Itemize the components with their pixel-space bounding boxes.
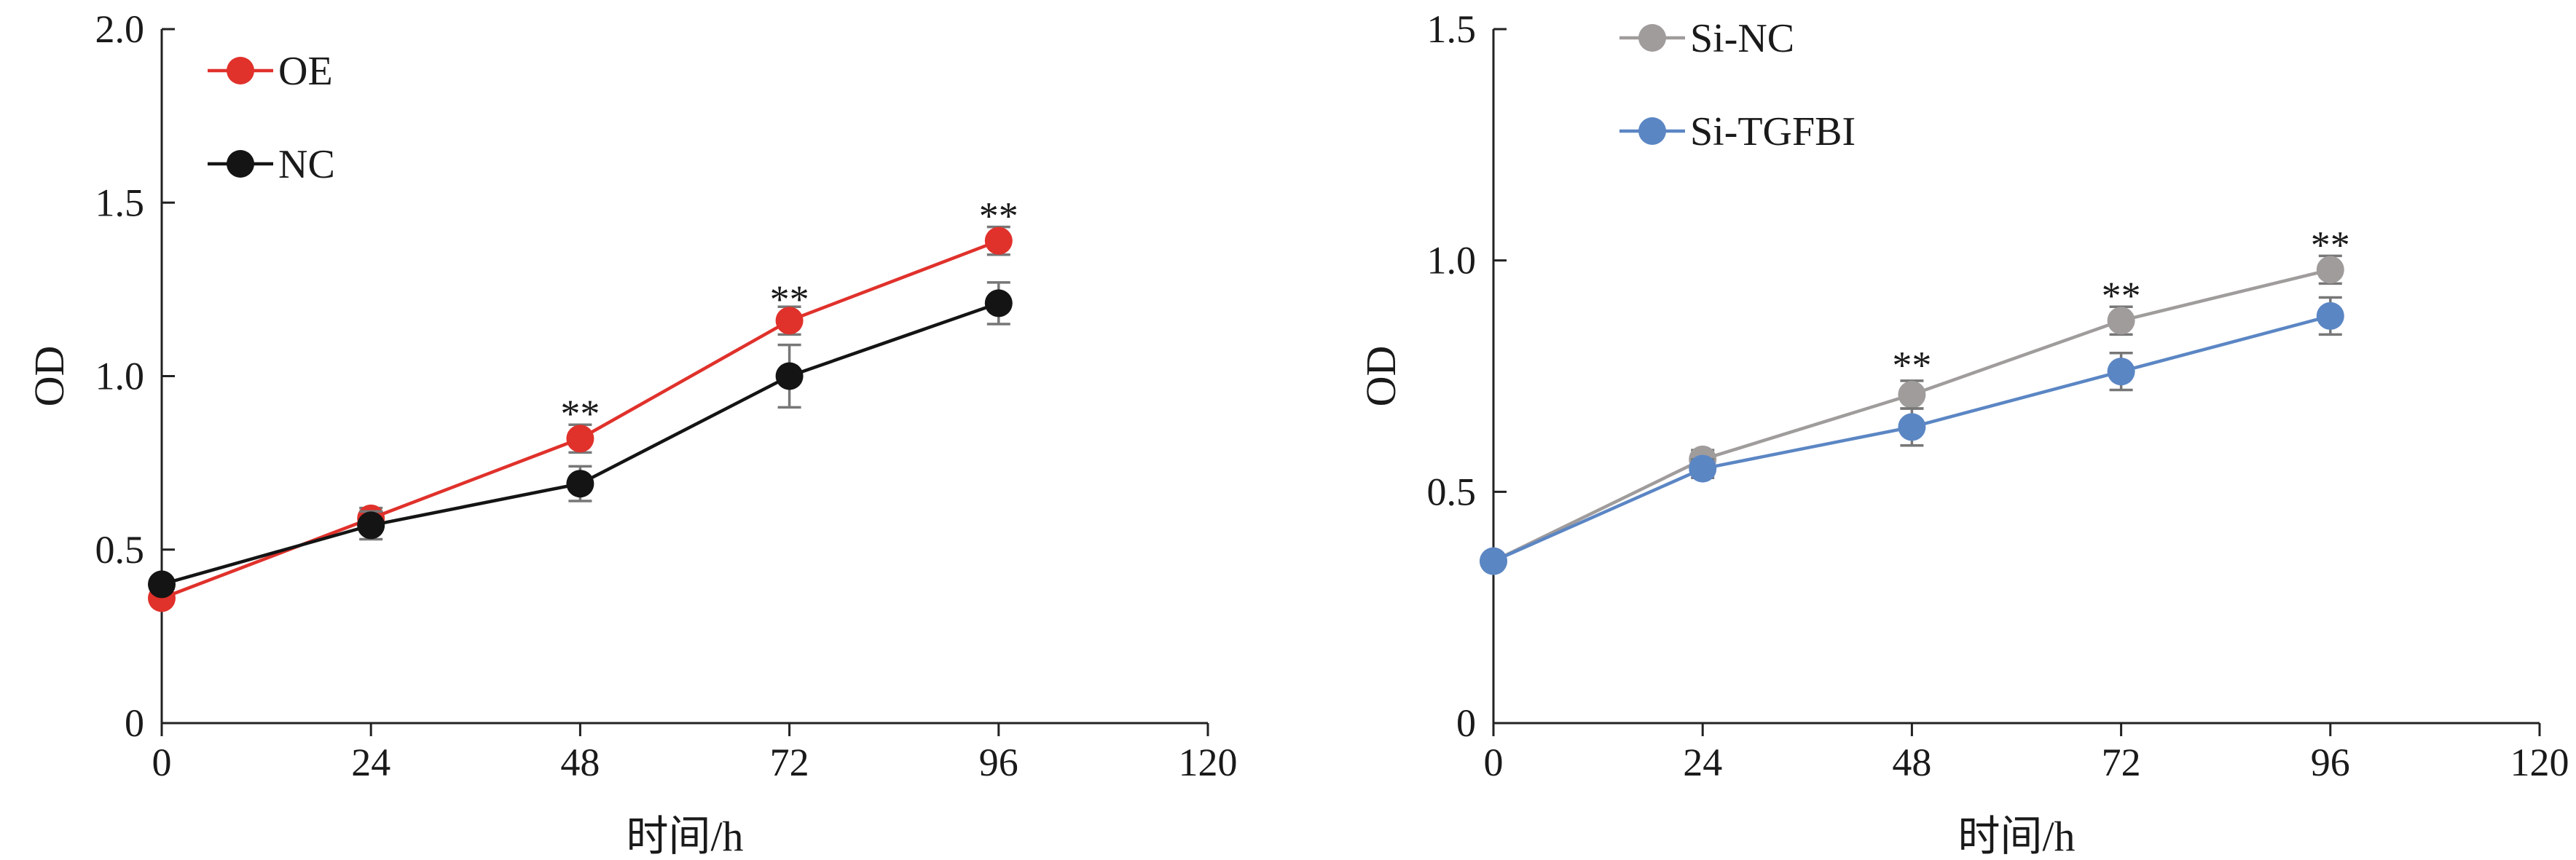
legend-label: Si-TGFBI xyxy=(1690,109,1856,154)
x-tick-label: 72 xyxy=(770,741,809,784)
legend-label: NC xyxy=(278,142,335,187)
y-tick-label: 0.5 xyxy=(1427,470,1477,513)
significance-marker: ** xyxy=(770,277,809,321)
significance-marker: ** xyxy=(2311,223,2350,267)
data-point-si-nc xyxy=(2316,256,2344,284)
legend-marker xyxy=(227,57,254,84)
legend-marker xyxy=(1638,117,1666,145)
x-tick-label: 48 xyxy=(560,741,600,784)
chart-oe-vs-nc: 0 0.5 1.0 1.5 2.0 0 24 48 72 96 120 时间/h OD ** ** ** OE N… xyxy=(25,7,1238,860)
legend-label: OE xyxy=(278,49,333,94)
y-axis-title: OD xyxy=(1357,346,1405,407)
data-point-nc xyxy=(148,570,176,599)
significance-marker: ** xyxy=(1892,343,1931,387)
significance-marker: ** xyxy=(560,392,600,435)
data-point-si-tgfbi xyxy=(2107,358,2135,386)
legend-label: Si-NC xyxy=(1690,16,1794,61)
y-tick-label: 2.0 xyxy=(95,7,145,51)
y-tick-label: 1.0 xyxy=(95,355,145,398)
x-tick-label: 96 xyxy=(979,741,1018,784)
data-point-oe xyxy=(566,425,594,453)
y-tick-label: 1.5 xyxy=(95,181,145,224)
y-tick-label: 1.5 xyxy=(1427,7,1477,51)
data-point-si-tgfbi xyxy=(1898,413,1926,441)
x-tick-label: 0 xyxy=(1484,741,1504,784)
x-tick-label: 24 xyxy=(1683,741,1722,784)
y-axis-title: OD xyxy=(25,346,73,407)
data-point-si-tgfbi xyxy=(1480,547,1507,575)
data-point-si-tgfbi xyxy=(1689,454,1717,483)
data-point-si-tgfbi xyxy=(2316,301,2344,330)
data-point-si-nc xyxy=(1898,380,1926,409)
significance-marker: ** xyxy=(2102,274,2141,317)
data-point-nc xyxy=(775,362,804,390)
y-tick-label: 0 xyxy=(1456,701,1476,745)
data-point-si-nc xyxy=(2107,307,2135,335)
legend-marker xyxy=(227,150,254,178)
data-point-oe xyxy=(775,307,804,335)
x-tick-label: 120 xyxy=(2510,741,2569,784)
y-tick-label: 0 xyxy=(125,701,144,745)
x-tick-label: 0 xyxy=(152,741,172,784)
x-tick-label: 72 xyxy=(2102,741,2141,784)
chart-si-nc-vs-si-tgfbi: 0 0.5 1.0 1.5 0 24 48 72 96 120 时间/h OD ** ** ** Si-NC S… xyxy=(1357,7,2569,860)
x-tick-label: 48 xyxy=(1892,741,1931,784)
significance-marker: ** xyxy=(979,194,1018,238)
x-tick-label: 120 xyxy=(1179,741,1238,784)
y-tick-label: 0.5 xyxy=(95,528,145,572)
data-point-nc xyxy=(984,289,1013,317)
x-tick-label: 24 xyxy=(351,741,390,784)
data-point-nc xyxy=(566,470,594,498)
legend-marker xyxy=(1638,24,1666,52)
x-tick-label: 96 xyxy=(2311,741,2350,784)
y-tick-label: 1.0 xyxy=(1427,239,1477,283)
data-point-nc xyxy=(357,511,385,540)
x-axis-title: 时间/h xyxy=(626,813,743,860)
x-axis-title: 时间/h xyxy=(1957,813,2075,860)
data-point-oe xyxy=(984,226,1013,255)
